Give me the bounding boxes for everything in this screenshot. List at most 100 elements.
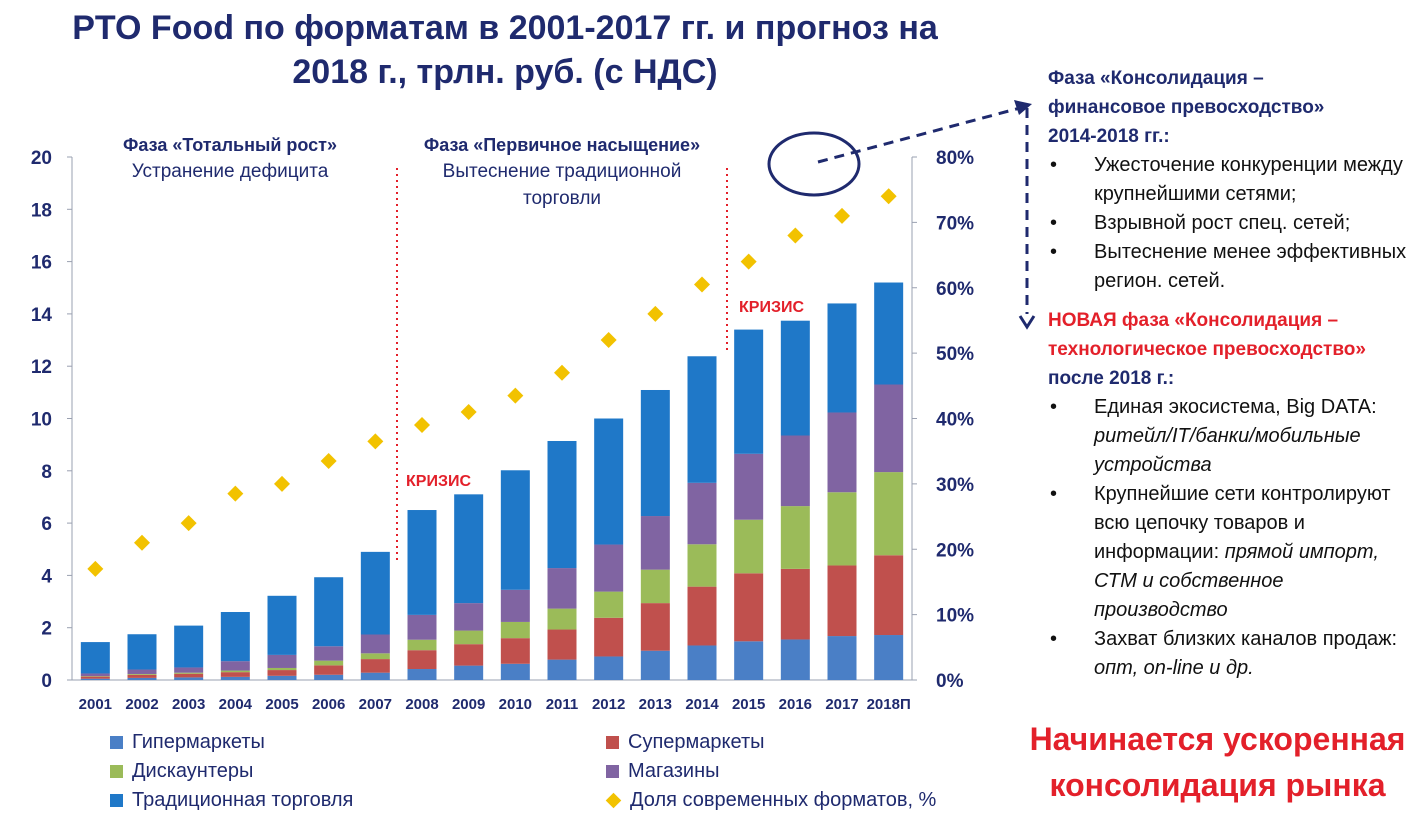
share-point-2012 [600,332,617,349]
y-left-tick-label: 4 [41,566,52,587]
bar-segment-3-2006 [314,646,344,661]
x-tick-label: 2012 [592,696,625,713]
bar-segment-2-2004 [220,670,250,673]
bullet-italic: ритейл/IT/банки/мобильные устройства [1094,425,1361,476]
bar-segment-3-2015 [734,453,764,520]
bar-segment-1-2016 [780,568,810,640]
share-point-2003 [180,515,197,532]
legend-label: Гипермаркеты [132,731,265,753]
crisis-label-2008: КРИЗИС [406,473,471,490]
share-point-2004 [227,485,244,502]
share-point-2009 [460,403,477,420]
x-tick-label: 2006 [312,696,345,713]
phase2-subtitle-2: торговли [523,188,601,209]
bar-segment-3-2013 [640,516,670,570]
bar-segment-1-2009 [454,644,484,666]
bar-segment-0-2014 [687,645,717,680]
legend-label: Дискаунтеры [132,760,254,782]
y-left-tick-label: 2 [41,619,52,640]
bar-segment-4-2008 [407,510,437,615]
bar-segment-4-2006 [314,577,344,647]
new-phase-title-1: НОВАЯ фаза «Консолидация – [1048,310,1339,331]
share-point-2015 [740,253,757,270]
list-item: Ужесточение конкуренции между крупнейшим… [1048,151,1420,209]
bar-segment-2-2006 [314,660,344,666]
bar-segment-3-2014 [687,482,717,545]
list-item: Вытеснение менее эффективных регион. сет… [1048,238,1420,296]
bar-segment-3-2011 [547,568,577,609]
crisis-label-2015: КРИЗИС [739,299,804,316]
bar-segment-4-2002 [127,634,157,670]
bullet-italic: прямой импорт, СТМ и собственное произво… [1094,541,1379,621]
bullet-italic: опт, on-line и др. [1094,657,1254,679]
legend-swatch-stores [606,765,619,778]
bar-segment-4-2011 [547,440,577,569]
y-left-tick-label: 12 [31,357,52,378]
bar-segment-3-2009 [454,603,484,631]
legend-modern-share: Доля современных форматов, % [605,789,937,812]
bar-segment-4-2005 [267,595,297,655]
bar-segment-3-2018П [874,384,904,473]
bar-segment-0-2011 [547,659,577,680]
bullet-text: Захват близких каналов продаж: [1094,628,1398,650]
bar-segment-0-2007 [360,672,390,680]
bar-segment-3-2008 [407,614,437,640]
share-point-2002 [134,534,150,551]
legend-swatch-hypermarkets [110,736,123,749]
y-right-tick-label: 80% [936,148,974,169]
bar-segment-1-2018П [874,555,904,636]
bar-segment-2-2005 [267,667,297,671]
bar-segment-0-2003 [174,677,204,680]
y-right-tick-label: 60% [936,279,974,300]
x-tick-label: 2001 [79,696,112,713]
y-right-tick-label: 30% [936,475,974,496]
bar-segment-1-2017 [827,565,857,637]
bar-segment-2-2009 [454,630,484,645]
share-point-2018П [880,188,897,205]
dashed-arrow-line [817,106,1021,164]
x-tick-label: 2009 [452,696,485,713]
share-point-2013 [647,305,664,322]
bar-segment-2-2011 [547,608,577,630]
list-item: Крупнейшие сети контролируют всю цепочку… [1048,480,1420,625]
bar-segment-4-2014 [687,356,717,483]
legend-swatch-supermarkets [606,736,619,749]
bar-segment-0-2012 [594,656,624,680]
new-phase-list: Единая экосистема, Big DATA: ритейл/IT/б… [1048,393,1420,683]
bar-segment-1-2008 [407,650,437,670]
bar-segment-4-2010 [500,470,530,590]
x-tick-label: 2015 [732,696,765,713]
bar-segment-1-2010 [500,638,530,664]
arrow-head-down [1018,315,1036,330]
x-tick-label: 2003 [172,696,205,713]
bar-segment-4-2018П [874,282,904,385]
x-tick-label: 2011 [546,696,579,713]
x-tick-label: 2004 [219,696,253,713]
y-left-tick-label: 10 [31,410,52,431]
phase-consolidation-years: 2014-2018 гг.: [1048,126,1170,147]
legend-supermarkets: Супермаркеты [606,731,764,754]
bar-segment-4-2017 [827,303,857,413]
x-tick-label: 2010 [499,696,532,713]
bar-segment-3-2012 [594,544,624,592]
y-left-tick-label: 6 [41,514,52,535]
y-left-tick-label: 18 [31,200,52,221]
bar-segment-3-2007 [360,634,390,654]
legend-label: Доля современных форматов, % [630,789,937,811]
bar-segment-0-2006 [314,674,344,680]
new-phase-years: после 2018 г.: [1048,368,1175,389]
list-item: Взрывной рост спец. сетей; [1048,209,1420,238]
bar-segment-0-2015 [734,641,764,680]
bar-segment-0-2005 [267,675,297,680]
y-left-tick-label: 8 [41,462,52,483]
bar-segment-1-2003 [174,673,204,678]
bar-segment-4-2004 [220,612,250,662]
y-left-tick-label: 0 [41,671,52,692]
phase2-title: Фаза «Первичное насыщение» [424,135,700,155]
bar-segment-3-2004 [220,661,250,671]
bar-segment-0-2013 [640,650,670,680]
list-item: Захват близких каналов продаж: опт, on-l… [1048,625,1420,683]
bar-segment-0-2009 [454,665,484,680]
phase-consolidation-title-1: Фаза «Консолидация – [1048,68,1264,89]
